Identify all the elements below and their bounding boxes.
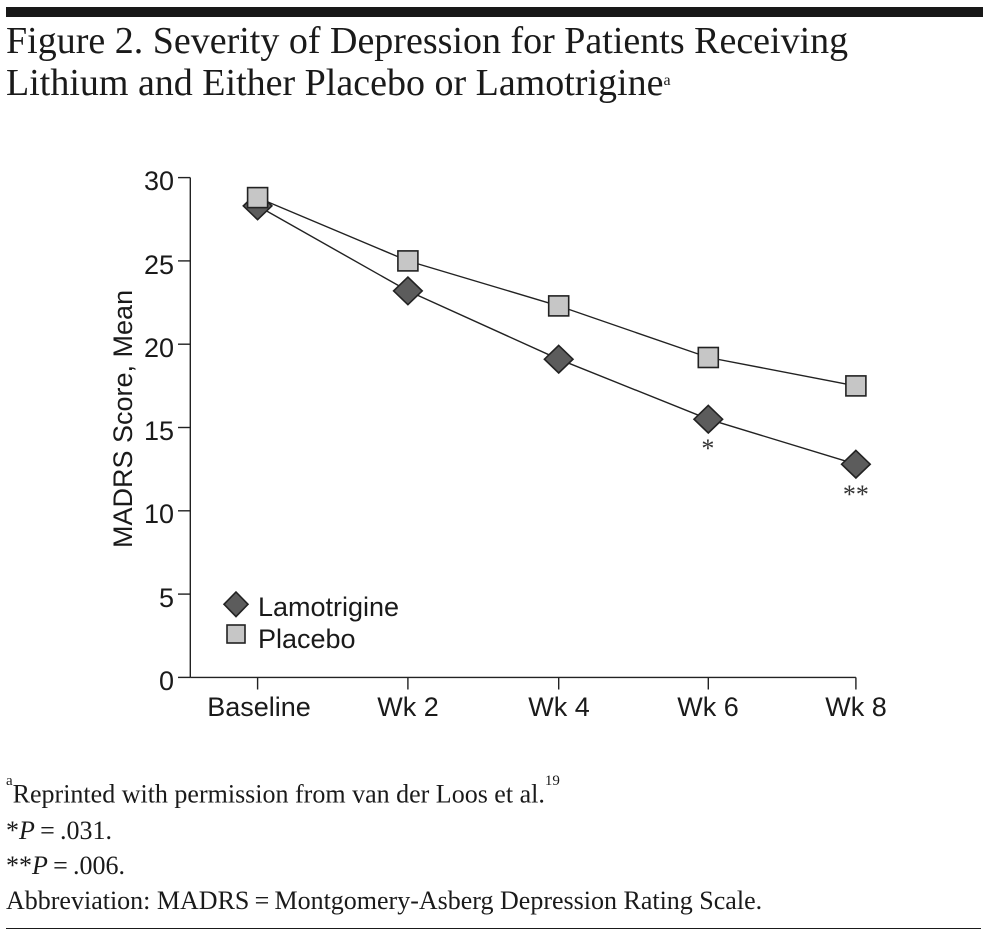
svg-text:**: **	[843, 480, 869, 509]
svg-text:*: *	[701, 434, 714, 463]
